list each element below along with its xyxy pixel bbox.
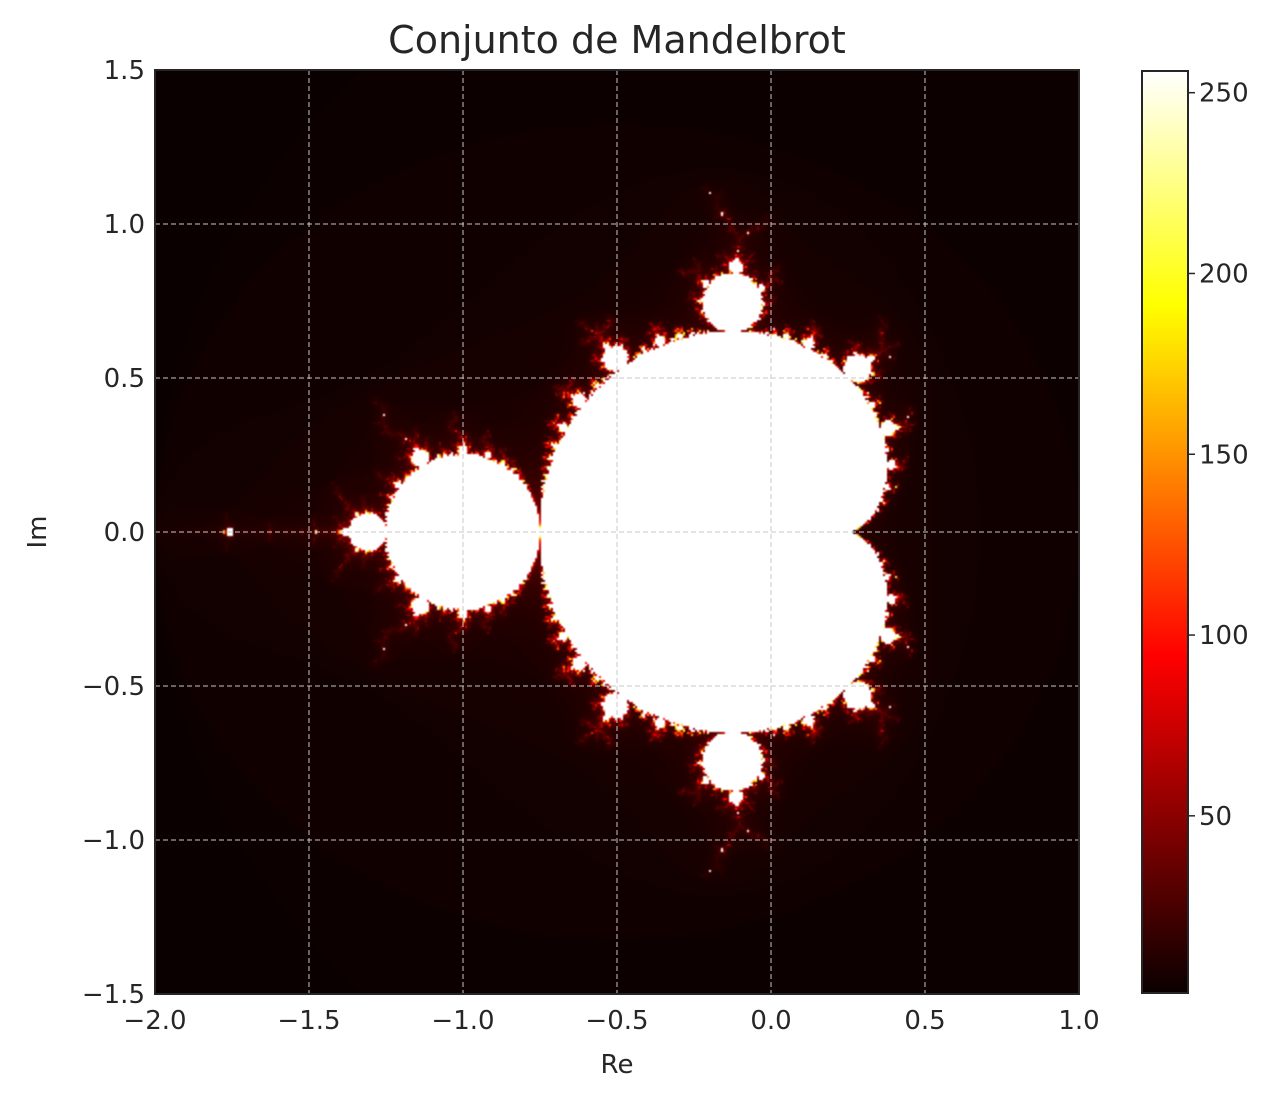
x-tick-label: 1.0 <box>1058 1006 1099 1036</box>
chart-title: Conjunto de Mandelbrot <box>388 18 846 62</box>
y-tick-label: −1.0 <box>82 826 145 856</box>
y-tick-label: 1.5 <box>104 56 145 86</box>
plot-frame <box>154 69 1080 995</box>
plot-area <box>154 69 1080 995</box>
colorbar-ticks: 50 100 150 200 250 <box>1188 79 1249 832</box>
y-tick-label: 1.0 <box>104 210 145 240</box>
x-tick-label: −2.0 <box>123 1006 186 1036</box>
x-tick-label: −1.0 <box>431 1006 494 1036</box>
colorbar-frame <box>1141 70 1189 994</box>
x-tick-label: −1.5 <box>277 1006 340 1036</box>
x-tick-label: 0.5 <box>904 1006 945 1036</box>
x-tick-label: −0.5 <box>585 1006 648 1036</box>
y-axis-ticks: 1.5 1.0 0.5 0.0 −0.5 −1.0 −1.5 <box>82 56 145 1010</box>
y-tick-label: −1.5 <box>82 980 145 1010</box>
colorbar: 50 100 150 200 250 <box>1141 70 1249 994</box>
y-tick-label: 0.5 <box>104 364 145 394</box>
colorbar-tick-label: 250 <box>1199 79 1249 109</box>
colorbar-gradient <box>1142 71 1188 993</box>
x-axis-ticks: −2.0 −1.5 −1.0 −0.5 0.0 0.5 1.0 <box>123 1006 1099 1036</box>
x-axis-label: Re <box>601 1050 634 1080</box>
colorbar-tick-label: 100 <box>1199 621 1249 651</box>
y-tick-label: 0.0 <box>104 518 145 548</box>
x-tick-label: 0.0 <box>750 1006 791 1036</box>
grid-lines <box>155 70 1079 994</box>
colorbar-tick-label: 200 <box>1199 259 1249 289</box>
y-axis-label: Im <box>23 516 53 549</box>
colorbar-tick-label: 150 <box>1199 440 1249 470</box>
colorbar-tick-label: 50 <box>1199 802 1232 832</box>
y-tick-label: −0.5 <box>82 672 145 702</box>
